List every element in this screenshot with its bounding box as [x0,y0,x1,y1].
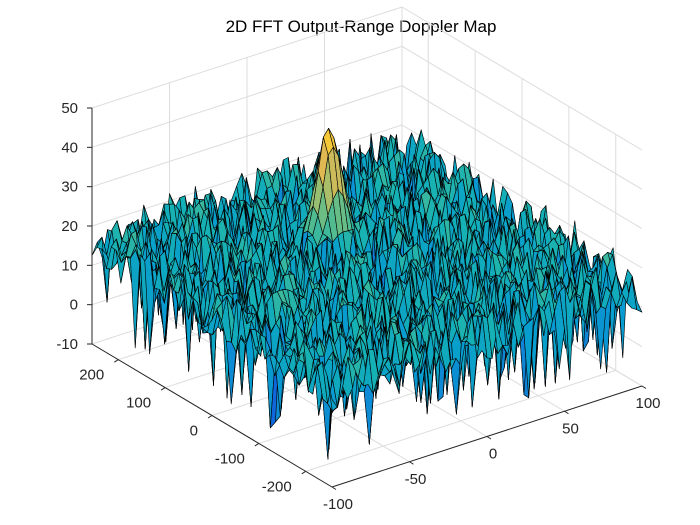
grid-line-floor-y [305,369,616,472]
y-tick-label: 0 [190,423,198,440]
x-tick-mark [331,486,337,490]
z-tick-label: 30 [61,179,78,196]
x-tick-label: 50 [562,420,579,437]
grid-line-backwall-z [91,85,403,188]
y-tick-mark [160,387,166,391]
x-tick-label: 0 [489,446,497,463]
z-tick-label: -10 [56,336,78,353]
grid-line-floor-y [258,341,570,444]
z-tick-label: 50 [61,100,78,117]
x-tick-mark [486,436,492,440]
x-tick-mark [564,410,569,415]
surface-mesh [91,128,643,460]
y-tick-mark [207,415,213,419]
x-tick-label: -100 [323,496,353,513]
z-tick-label: 40 [61,139,78,156]
x-tick-mark [409,461,414,465]
y-tick-label: 100 [126,395,151,412]
tick-labels: -100-50050100-200-1000100200-10010203040… [56,100,660,513]
z-tick-label: 0 [70,297,78,314]
z-tick-label: 20 [61,218,78,235]
z-tick-label: 10 [61,257,78,274]
y-tick-label: -200 [262,478,292,495]
grid-line-sidewall-z [401,85,643,230]
y-tick-label: 200 [79,367,104,384]
y-tick-mark [301,470,307,475]
x-tick-label: -50 [405,471,427,488]
grid-line-sidewall-z [401,124,643,269]
y-tick-mark [113,359,119,363]
x-tick-mark [641,385,647,389]
axis-layer [87,107,647,490]
y-tick-label: -100 [215,450,245,467]
grid-line-backwall-z [91,45,403,148]
grid-line-backwall-z [91,6,403,109]
x-tick-label: 100 [635,395,660,412]
y-tick-mark [254,443,260,447]
grid-line-sidewall-z [401,45,643,190]
grid-line-sidewall-z [401,6,643,151]
surface-patch [631,277,643,313]
surface-patch [130,249,141,349]
